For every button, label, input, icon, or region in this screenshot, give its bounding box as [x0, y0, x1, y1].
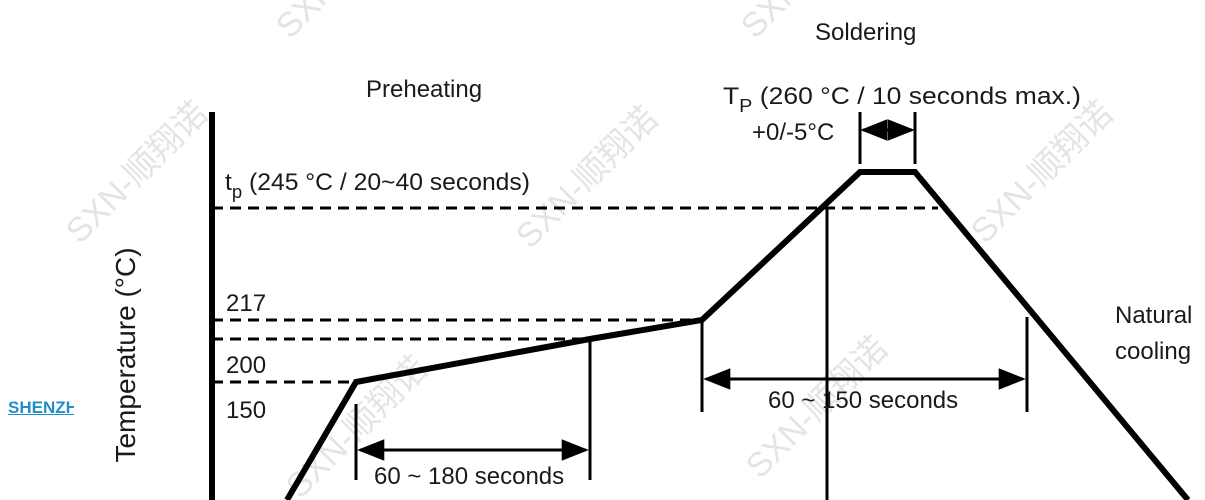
side-company-link[interactable]: SHENZHEN: [8, 398, 74, 417]
dashed-reference-lines: [212, 206, 938, 384]
natural-cooling-label-line2: cooling: [1115, 338, 1191, 365]
watermark: SXN-顺翔诺: [964, 94, 1120, 250]
watermark: SXN-顺翔诺: [509, 99, 665, 255]
soldering-label: Soldering: [815, 19, 916, 46]
tp-label: tp (245 °C / 20~40 seconds): [225, 169, 530, 202]
preheating-label: Preheating: [366, 76, 482, 103]
watermark: SXN-顺翔诺: [269, 0, 425, 46]
tick-label-150: 150: [226, 397, 266, 424]
tick-label-217: 217: [226, 290, 266, 317]
peak-temperature-label: TP (260 °C / 10 seconds max.): [723, 83, 1081, 116]
watermark: SXN-顺翔诺: [59, 94, 215, 250]
natural-cooling-label-line1: Natural: [1115, 302, 1192, 329]
preheat-duration-label: 60 ~ 180 seconds: [374, 463, 564, 490]
tick-label-200: 200: [226, 352, 266, 379]
reflow-duration-label: 60 ~ 150 seconds: [768, 387, 958, 414]
vertical-markers: [354, 112, 1029, 500]
peak-tolerance-label: +0/-5°C: [752, 119, 834, 146]
y-axis-label: Temperature (°C): [110, 247, 141, 462]
